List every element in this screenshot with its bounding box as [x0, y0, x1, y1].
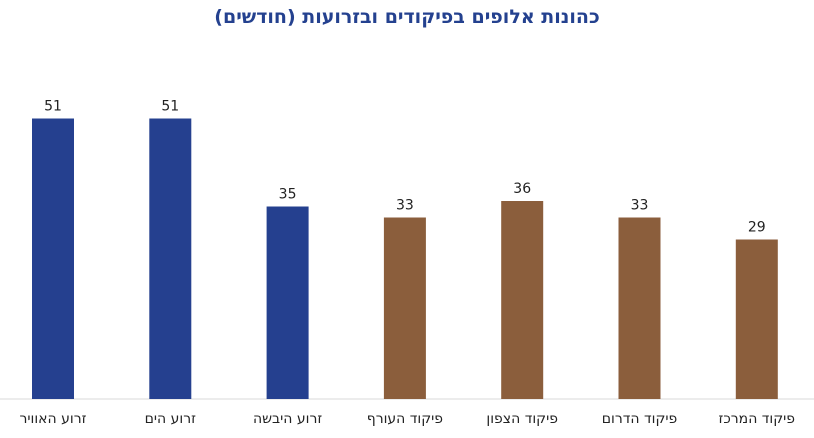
bar — [266, 206, 309, 399]
category-label: זרוע היבשה — [253, 411, 322, 427]
bar — [501, 201, 544, 399]
bar — [149, 118, 192, 399]
data-label: 51 — [161, 99, 179, 115]
data-label: 33 — [631, 198, 649, 214]
category-label: פיקוד העורף — [367, 411, 443, 427]
category-label: זרוע הים — [145, 411, 196, 427]
bar — [383, 217, 426, 399]
data-label: 29 — [748, 220, 766, 236]
data-label: 33 — [396, 198, 414, 214]
category-label: פיקוד המרכז — [719, 411, 796, 427]
chart-title: כהונות אלופים בפיקודים ובזרועות (חודשים) — [214, 6, 600, 28]
bar — [32, 118, 74, 399]
bar — [735, 239, 778, 399]
data-label: 35 — [279, 187, 297, 203]
category-label: פיקוד הצפון — [486, 411, 558, 427]
bar — [618, 217, 661, 399]
data-label: 36 — [513, 181, 531, 197]
data-label: 51 — [44, 99, 62, 115]
category-label: זרוע האוויר — [20, 411, 87, 427]
category-label: פיקוד הדרום — [602, 411, 678, 427]
